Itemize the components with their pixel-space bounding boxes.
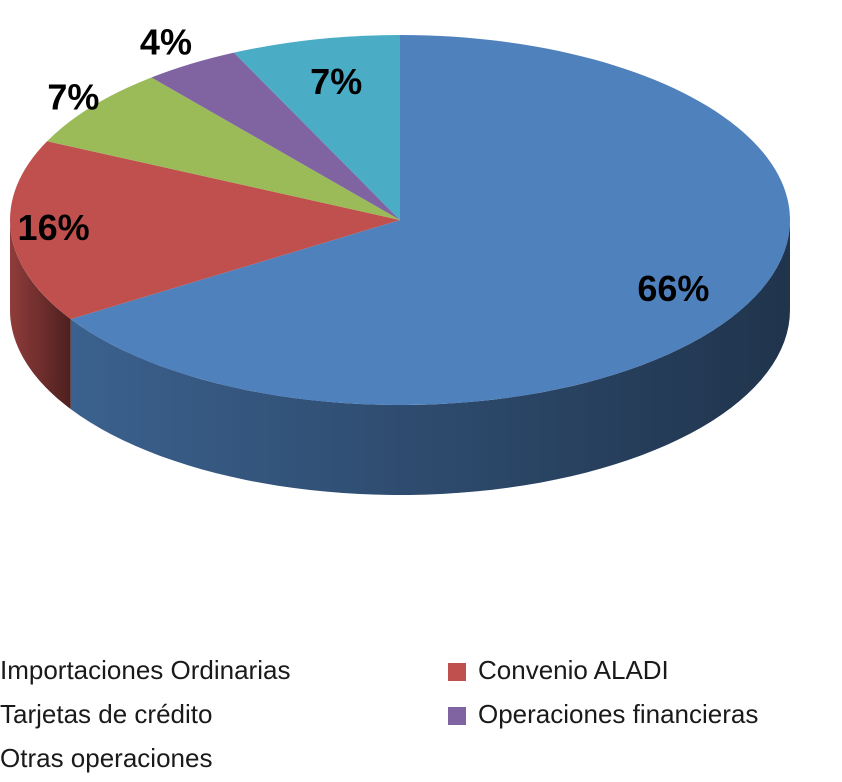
slice <box>151 52 400 220</box>
data-label: 7% <box>47 76 99 117</box>
slice <box>47 77 400 220</box>
data-label: 4% <box>140 22 192 63</box>
legend-swatch <box>448 663 466 681</box>
slice-side <box>10 220 71 410</box>
data-label: 7% <box>310 61 362 102</box>
legend-label: Otras operaciones <box>0 743 212 773</box>
legend-label: Convenio ALADI <box>478 655 669 685</box>
legend-label: Operaciones financieras <box>478 699 758 729</box>
legend-label: Importaciones Ordinarias <box>0 655 290 685</box>
slice <box>233 35 400 220</box>
slice <box>70 35 791 406</box>
legend-swatch <box>448 707 466 725</box>
legend-label: Tarjetas de crédito <box>0 699 212 729</box>
slice <box>9 141 400 320</box>
data-label: 66% <box>637 268 709 309</box>
slice-side <box>70 220 791 495</box>
data-label: 16% <box>18 207 90 248</box>
